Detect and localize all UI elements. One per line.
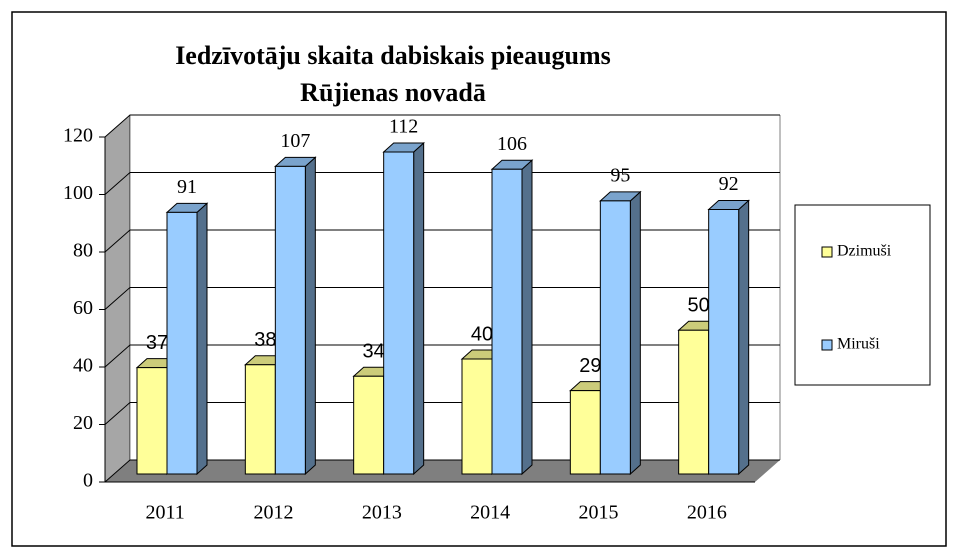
data-label: 92 bbox=[719, 173, 739, 195]
legend-label: Dzimuši bbox=[837, 243, 892, 260]
bar-side bbox=[304, 156, 316, 476]
data-label: 107 bbox=[280, 130, 310, 152]
bar bbox=[707, 199, 750, 476]
data-label: 34 bbox=[363, 341, 385, 363]
data-label: 95 bbox=[610, 164, 630, 186]
bar-front bbox=[491, 168, 523, 475]
chart-title: Rūjienas novadā bbox=[300, 78, 486, 107]
bar-front bbox=[569, 390, 601, 475]
grid-line bbox=[104, 459, 780, 483]
bar-front bbox=[244, 364, 276, 475]
grid-line bbox=[104, 344, 780, 368]
y-tick-label: 120 bbox=[63, 125, 93, 147]
bar-front bbox=[383, 151, 415, 475]
grid-line bbox=[104, 114, 780, 138]
bar bbox=[490, 159, 534, 476]
x-tick-label: 2016 bbox=[687, 502, 727, 524]
y-tick-label: 60 bbox=[73, 297, 93, 319]
bar-front bbox=[599, 200, 631, 475]
bar-side bbox=[521, 159, 533, 476]
bar-side bbox=[629, 190, 641, 476]
data-label: 91 bbox=[177, 176, 197, 198]
y-tick-label: 0 bbox=[83, 470, 93, 492]
data-label: 106 bbox=[497, 133, 527, 155]
bar-front bbox=[461, 358, 493, 475]
plot-area: 0 20 40 60 80 100 120 2011 37 91 2012 38 107 2013 34 11… bbox=[63, 114, 781, 524]
y-tick-label: 20 bbox=[73, 412, 93, 434]
bar bbox=[165, 202, 209, 476]
grid-line bbox=[104, 172, 780, 195]
bar-front bbox=[678, 329, 710, 475]
legend-swatch bbox=[821, 339, 833, 351]
x-tick-label: 2011 bbox=[146, 502, 185, 524]
data-label: 40 bbox=[471, 323, 493, 345]
x-tick-label: 2014 bbox=[470, 502, 510, 524]
data-label: 29 bbox=[579, 355, 601, 377]
y-tick-label: 100 bbox=[63, 182, 93, 204]
bar-front bbox=[708, 209, 740, 475]
legend-swatch bbox=[821, 246, 833, 258]
bar-side bbox=[738, 199, 750, 476]
grid-line bbox=[104, 287, 780, 310]
bar-front bbox=[136, 367, 168, 475]
x-tick-label: 2015 bbox=[579, 502, 619, 524]
bar bbox=[382, 141, 425, 476]
bar-front bbox=[353, 375, 385, 475]
x-tick-label: 2013 bbox=[362, 502, 402, 524]
bar-front bbox=[166, 211, 198, 475]
data-label: 50 bbox=[688, 295, 710, 317]
x-tick-label: 2012 bbox=[254, 502, 294, 524]
y-tick-label: 40 bbox=[73, 355, 93, 377]
data-label: 112 bbox=[389, 116, 418, 138]
y-tick-label: 80 bbox=[73, 240, 93, 262]
data-label: 37 bbox=[146, 332, 168, 354]
bar-front bbox=[274, 165, 306, 475]
chart-title: Iedzīvotāju skaita dabiskais pieaugums bbox=[175, 41, 611, 70]
legend bbox=[794, 204, 931, 386]
bar-side bbox=[413, 141, 425, 476]
grid-line bbox=[104, 402, 780, 425]
grid-line bbox=[104, 229, 780, 253]
data-label: 38 bbox=[254, 329, 276, 351]
bar bbox=[274, 156, 317, 476]
bar bbox=[599, 190, 642, 476]
bar-side bbox=[196, 202, 208, 476]
legend-label: Miruši bbox=[837, 336, 880, 353]
